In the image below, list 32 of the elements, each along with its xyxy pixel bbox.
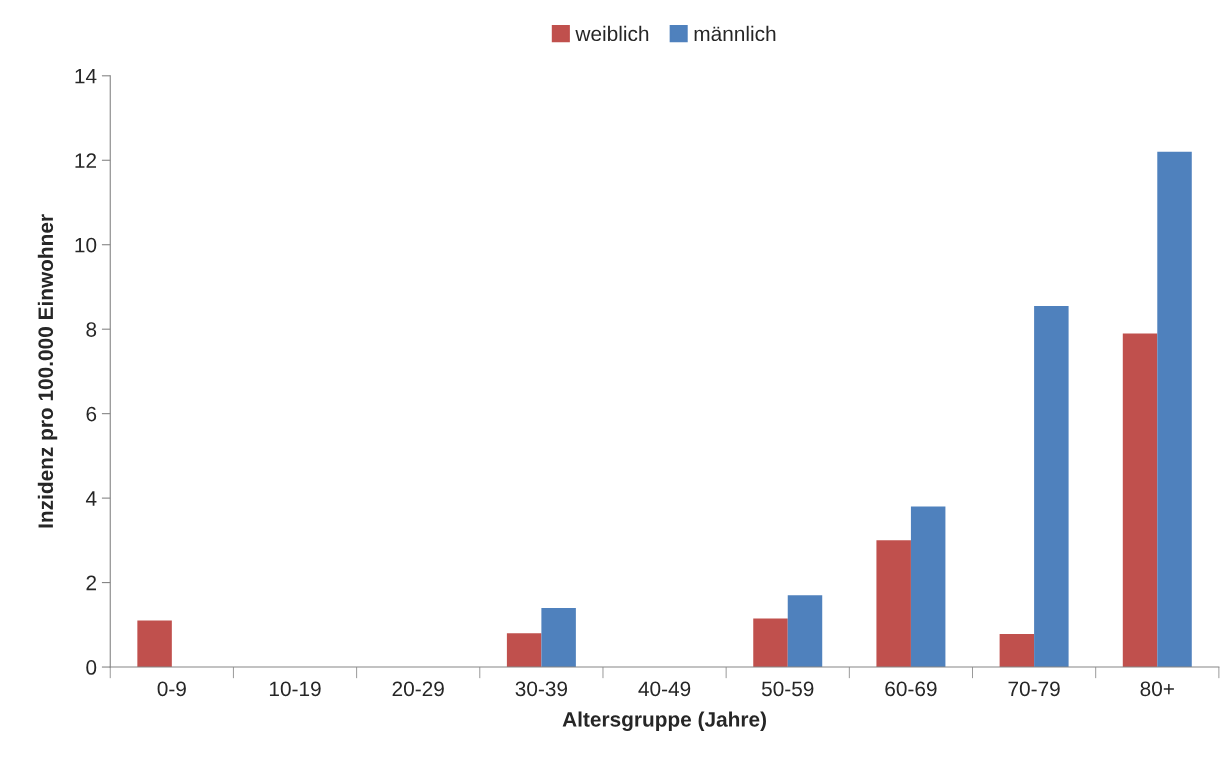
bar	[137, 620, 172, 668]
x-tick-label: 30-39	[515, 681, 568, 697]
bar	[999, 634, 1035, 668]
x-tick-label: 0-9	[157, 681, 186, 697]
bar	[787, 595, 823, 668]
y-tick-label: 6	[86, 406, 97, 422]
x-tick-label: 20-29	[392, 681, 444, 697]
x-tick-label: 80+	[1140, 681, 1174, 697]
x-tick-label: 40-49	[638, 681, 691, 697]
x-axis-title: Altersgruppe (Jahre)	[562, 711, 766, 731]
bar	[1157, 151, 1192, 668]
bar	[506, 633, 542, 668]
y-tick-label: 14	[75, 69, 97, 84]
y-tick-label: 0	[86, 660, 97, 675]
bar	[753, 618, 788, 668]
bar	[876, 540, 911, 668]
y-tick-label: 2	[86, 575, 97, 591]
bar	[910, 506, 946, 668]
y-axis-title: Inzidenz pro 100.000 Einwohner	[37, 214, 58, 528]
y-tick-label: 4	[85, 491, 97, 506]
x-tick-label: 10-19	[269, 681, 321, 697]
y-tick-label: 10	[75, 237, 97, 253]
y-tick-label: 8	[86, 322, 97, 337]
y-tick-label: 12	[75, 153, 97, 168]
bar	[541, 607, 576, 668]
legend-label: männlich	[694, 25, 776, 42]
legend-label: weiblich	[575, 25, 649, 42]
bar	[1034, 305, 1069, 668]
x-tick-label: 60-69	[885, 681, 937, 697]
x-tick-label: 50-59	[761, 681, 814, 697]
x-tick-label: 70-79	[1008, 681, 1060, 697]
bar	[1122, 333, 1158, 668]
